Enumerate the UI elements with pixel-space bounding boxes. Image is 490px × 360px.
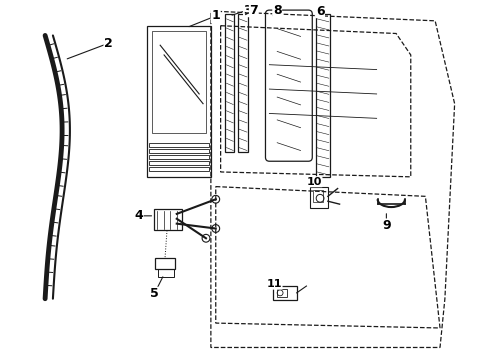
Text: 6: 6 — [316, 5, 324, 18]
Bar — [147, 26, 211, 177]
Text: 7: 7 — [249, 4, 258, 17]
Bar — [316, 14, 330, 177]
Bar — [149, 149, 209, 153]
Bar — [149, 143, 209, 147]
Text: 8: 8 — [273, 4, 281, 17]
Text: 2: 2 — [104, 37, 113, 50]
Text: 9: 9 — [382, 219, 391, 232]
Bar — [310, 186, 328, 208]
Bar — [154, 209, 182, 230]
Bar — [149, 167, 209, 171]
Bar — [277, 289, 287, 297]
Bar — [158, 270, 174, 277]
Bar — [149, 155, 209, 159]
Bar — [149, 161, 209, 165]
Text: 3: 3 — [244, 4, 252, 17]
Bar — [273, 286, 296, 300]
Bar — [152, 31, 206, 133]
Bar — [238, 14, 248, 152]
Bar — [155, 258, 175, 270]
Text: 10: 10 — [307, 177, 322, 187]
Bar — [313, 190, 323, 202]
Text: 4: 4 — [134, 209, 143, 222]
Bar — [225, 14, 234, 152]
Text: 11: 11 — [267, 279, 282, 289]
Text: 5: 5 — [150, 287, 159, 300]
Text: 1: 1 — [211, 9, 220, 22]
